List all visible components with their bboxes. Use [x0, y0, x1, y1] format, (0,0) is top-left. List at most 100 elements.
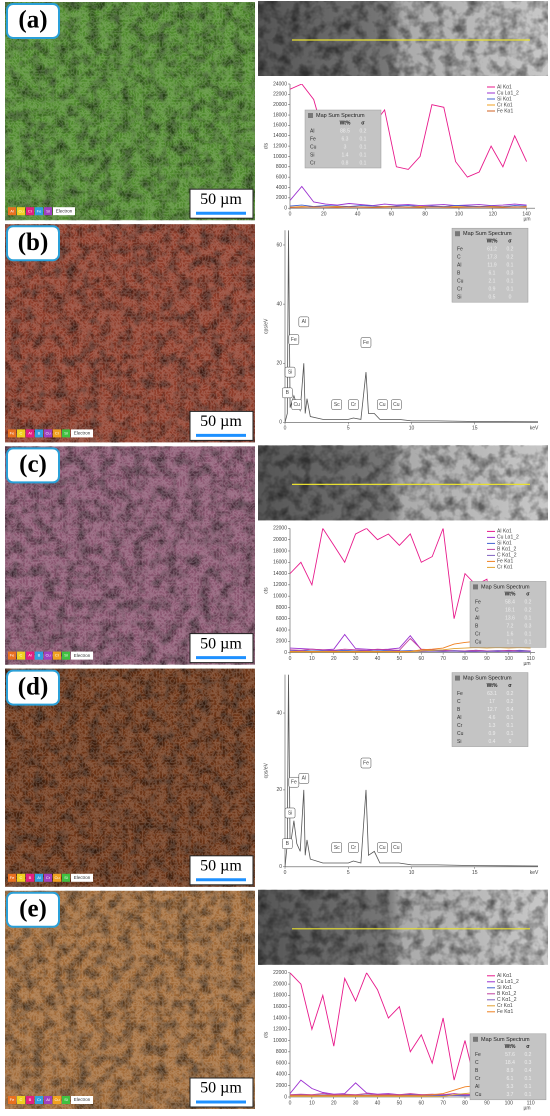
sem-texture	[258, 1, 548, 76]
x-tick-label: 90	[484, 656, 490, 662]
y-tick-label: 2000	[276, 1083, 287, 1089]
peak-label: Cr	[351, 845, 357, 851]
table-cell: 8.9	[507, 1068, 514, 1074]
x-tick-label: 0	[289, 212, 292, 218]
table-cell: 1.1	[507, 640, 514, 646]
table-cell: Cu	[457, 731, 464, 737]
table-cell: Si	[457, 739, 461, 745]
table-cell: 0.2	[360, 128, 367, 134]
map-legend-label: Fe	[37, 208, 42, 213]
y-tick-label: 20000	[273, 537, 287, 543]
map-legend-label: Si	[64, 1097, 68, 1102]
legend-label: Fe Kα1	[497, 108, 513, 114]
table-cell: 1.4	[342, 152, 349, 158]
y-tick-label: 8000	[276, 164, 287, 170]
map-legend-label: Fe	[10, 430, 15, 435]
table-icon	[473, 1037, 478, 1042]
table-title: Map Sum Spectrum	[463, 231, 512, 237]
table-cell: Al	[457, 263, 461, 269]
x-tick-label: 50	[397, 656, 403, 662]
table-header: σ	[508, 683, 512, 689]
table-cell: 0	[509, 295, 512, 301]
x-tick-label: 15	[472, 426, 478, 432]
y-tick-label: 20	[276, 787, 282, 793]
y-tick-label: 0	[279, 420, 282, 426]
y-axis-label: cts	[263, 1031, 269, 1038]
x-tick-label: 15	[472, 870, 478, 876]
sem-texture	[258, 890, 548, 965]
x-tick-label: 120	[489, 212, 498, 218]
table-cell: Cr	[475, 632, 481, 638]
line-series	[290, 207, 527, 208]
table-cell: 18.4	[505, 1060, 515, 1066]
map-legend-label: Fe	[10, 653, 15, 658]
y-tick-label: 18000	[273, 993, 287, 999]
scale-bar-label: 50 µm	[200, 413, 242, 430]
y-tick-label: 10000	[273, 154, 287, 160]
x-tick-label: 60	[389, 212, 395, 218]
x-tick-label: 5	[347, 870, 350, 876]
y-tick-label: 60	[276, 242, 282, 248]
table-cell: 6.1	[507, 1076, 514, 1082]
y-tick-label: 12000	[273, 1027, 287, 1033]
table-cell: 0.1	[507, 287, 514, 293]
table-cell: Cu	[310, 144, 317, 150]
map-legend-label: Cu	[45, 653, 50, 658]
y-tick-label: 40	[276, 710, 282, 716]
table-cell: 0.1	[525, 616, 532, 622]
peak-label: Cu	[393, 845, 400, 851]
table-cell: 3	[344, 144, 347, 150]
table-cell: Cr	[310, 160, 316, 166]
map-legend-label: B	[38, 653, 41, 658]
map-legend-label: Si	[64, 875, 68, 880]
x-unit: µm	[523, 217, 530, 223]
map-legend-label: Cr	[28, 208, 33, 213]
table-icon	[308, 113, 313, 118]
map-legend-label: Fe	[10, 1097, 15, 1102]
table-cell: 12.7	[487, 707, 497, 713]
table-icon	[473, 584, 478, 589]
x-axis-label: keV	[530, 870, 539, 876]
table-cell: Al	[475, 616, 479, 622]
table-header: Wt%	[340, 120, 351, 126]
table-cell: 0.4	[489, 739, 496, 745]
table-cell: 0.1	[525, 1084, 532, 1090]
x-tick-label: 0	[289, 656, 292, 662]
table-cell: Cu	[475, 640, 482, 646]
scale-bar-label: 50 µm	[200, 191, 242, 208]
table-cell: 0.3	[525, 1060, 532, 1066]
map-legend-label: Al	[46, 1097, 50, 1102]
y-axis-label: cts	[263, 587, 269, 594]
x-tick-label: 100	[505, 1100, 514, 1106]
table-cell: C	[475, 608, 479, 614]
peak-label: Si	[288, 810, 292, 816]
table-title: Map Sum Spectrum	[316, 113, 365, 119]
map-legend-label: Al	[37, 875, 41, 880]
table-header: Wt%	[505, 592, 516, 598]
map-legend-label: Cu	[54, 1097, 59, 1102]
map-legend-label: Si	[46, 208, 50, 213]
map-legend-base-label: Electron	[74, 1097, 91, 1102]
table-cell: 0.5	[489, 295, 496, 301]
y-tick-label: 20	[276, 361, 282, 367]
x-tick-label: 20	[331, 656, 337, 662]
y-tick-label: 10000	[273, 1038, 287, 1044]
peak-label: Fe	[291, 780, 297, 786]
table-header: σ	[526, 1044, 530, 1050]
table-cell: 0.1	[360, 136, 367, 142]
table-cell: 3.7	[507, 1092, 514, 1098]
table-cell: Cr	[475, 1076, 481, 1082]
y-tick-label: 20000	[273, 981, 287, 987]
y-tick-label: 22000	[273, 970, 287, 976]
y-tick-label: 18000	[273, 548, 287, 554]
peak-label: Cu	[379, 845, 386, 851]
table-cell: 4.6	[489, 715, 496, 721]
x-axis-label: keV	[530, 426, 539, 432]
y-tick-label: 8000	[276, 1049, 287, 1055]
table-cell: 0.2	[507, 699, 514, 705]
map-legend-label: Cu	[54, 875, 59, 880]
map-legend-label: C	[20, 653, 23, 658]
map-legend-label: Cu	[45, 430, 50, 435]
x-tick-label: 80	[462, 656, 468, 662]
table-cell: Cr	[457, 287, 463, 293]
